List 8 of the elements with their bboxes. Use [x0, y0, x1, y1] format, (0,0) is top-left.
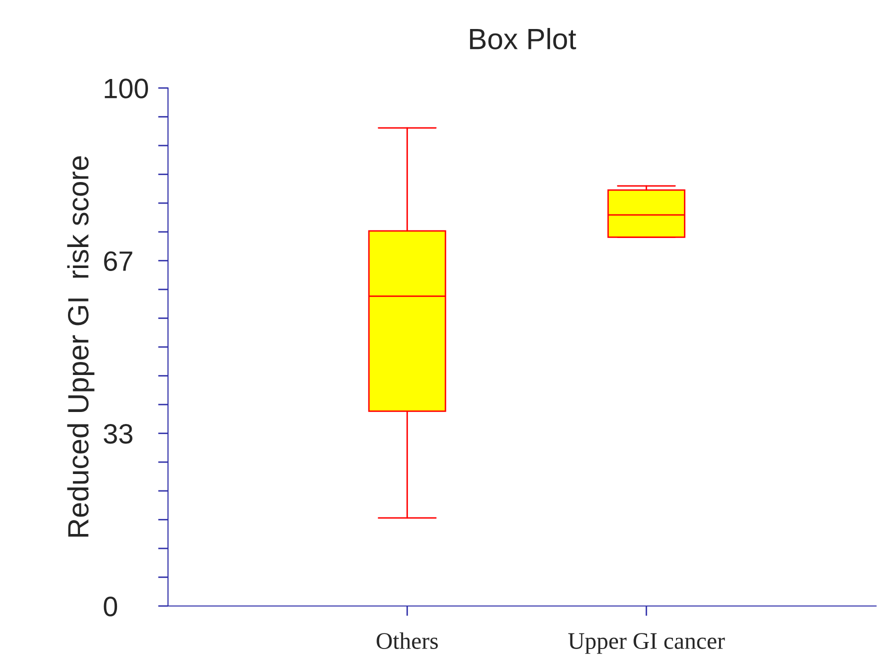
x-tick-label: Upper GI cancer	[568, 633, 725, 654]
x-tick-label: Others	[376, 632, 438, 650]
y-tick-label: 33	[104, 424, 132, 444]
chart-title: Box Plot	[470, 28, 576, 50]
y-tick-label: 100	[104, 78, 148, 98]
y-tick-label: 67	[104, 251, 132, 271]
y-axis-title: Reduced Upper GI risk score	[67, 156, 94, 537]
y-tick-label: 0	[104, 596, 118, 616]
